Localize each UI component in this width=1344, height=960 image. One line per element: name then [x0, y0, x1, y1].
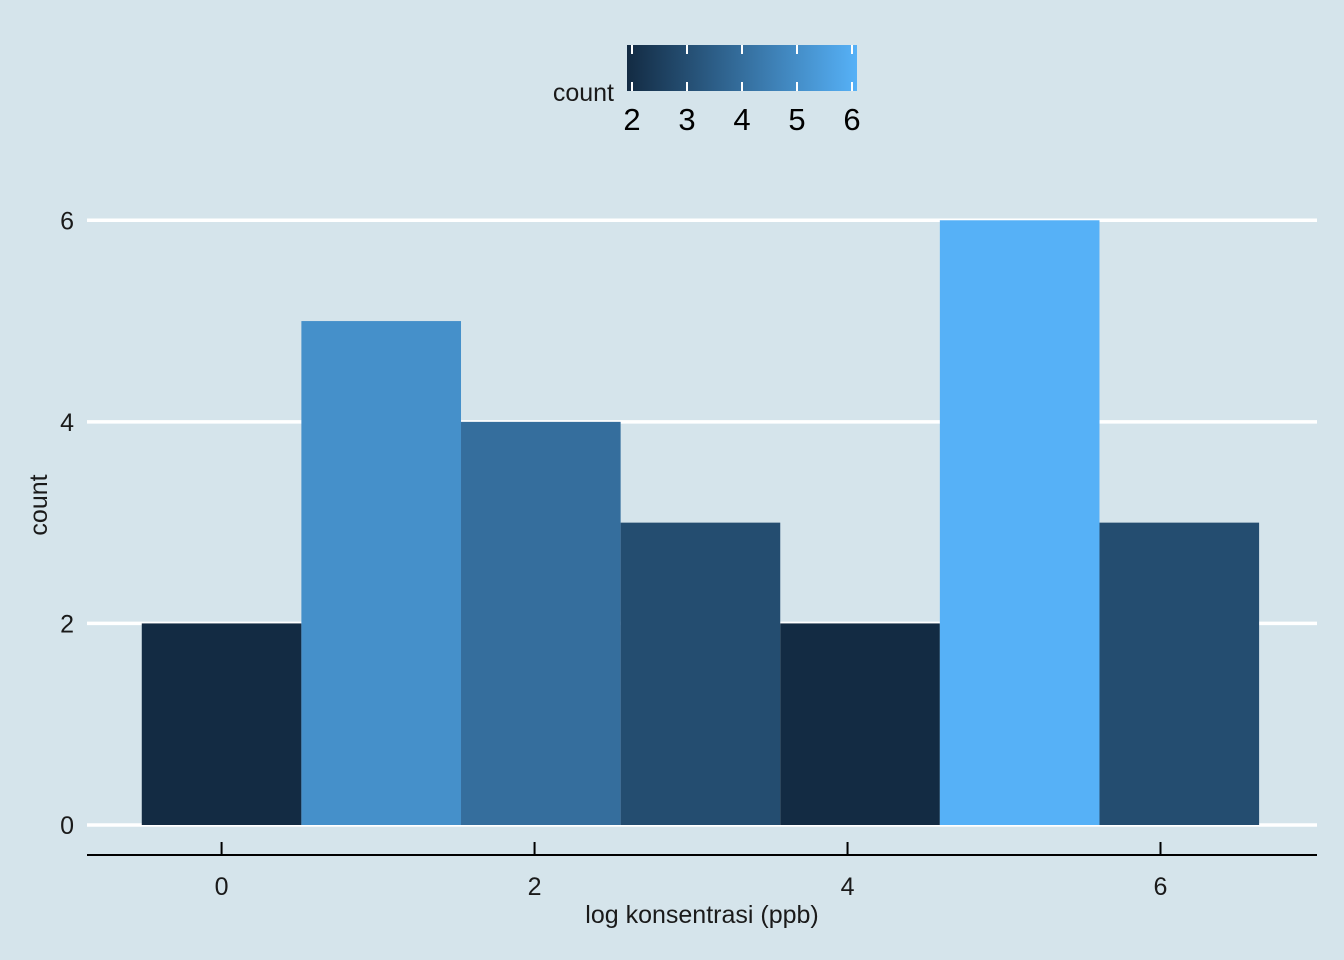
y-tick-label: 2	[60, 610, 74, 638]
legend-tick-label: 2	[623, 102, 640, 137]
histogram-bar	[780, 623, 940, 825]
x-axis: 0 2 4 6	[87, 842, 1317, 901]
legend-tick-label: 5	[788, 102, 805, 137]
legend-tick-label: 6	[843, 102, 860, 137]
legend: count 2 3 4 5 6	[553, 45, 861, 137]
legend-tick-label: 4	[733, 102, 750, 137]
y-tick-label: 6	[60, 207, 74, 235]
histogram-bar	[141, 623, 302, 825]
x-tick-label: 6	[1154, 873, 1168, 901]
histogram-bar	[620, 522, 781, 825]
y-axis: 0 2 4 6	[60, 207, 74, 840]
y-axis-title: count	[25, 474, 53, 535]
y-tick-label: 0	[60, 812, 74, 840]
histogram-bar	[461, 421, 621, 825]
bars	[141, 220, 1260, 826]
x-axis-title: log konsentrasi (ppb)	[585, 901, 818, 929]
y-tick-label: 4	[60, 409, 74, 437]
legend-title: count	[553, 79, 614, 107]
legend-tick-label: 3	[678, 102, 695, 137]
histogram-bar	[1099, 522, 1260, 825]
histogram-bar	[301, 321, 462, 825]
x-tick-label: 2	[528, 873, 542, 901]
histogram-bar	[939, 220, 1100, 826]
x-tick-label: 4	[841, 873, 855, 901]
legend-ticks: 2 3 4 5 6	[623, 45, 861, 137]
x-tick-label: 0	[215, 873, 229, 901]
